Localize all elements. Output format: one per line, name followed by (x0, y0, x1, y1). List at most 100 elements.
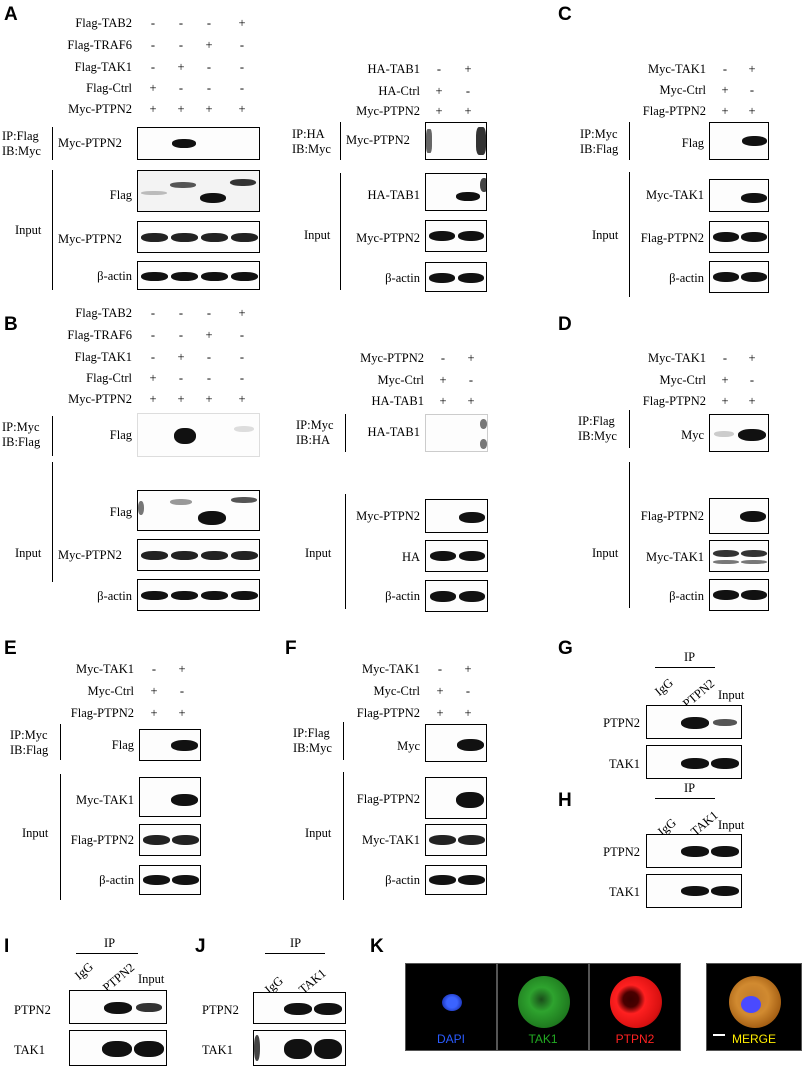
sign: - (150, 16, 156, 30)
blot-label: β-actin (99, 873, 134, 887)
panel-label-i: I (4, 936, 10, 957)
row-label-myc-ctrl: Myc-Ctrl (377, 373, 424, 387)
input-label: Input (15, 223, 42, 237)
sign: - (206, 81, 212, 95)
row-label-myc-ptpn2: Myc-PTPN2 (68, 102, 132, 116)
sign: - (150, 328, 156, 342)
blot-label: Flag-PTPN2 (640, 509, 704, 523)
panel-label-b: B (4, 314, 18, 335)
blot-myc-tak1-f (425, 824, 487, 856)
ip-label: IP:Myc (2, 420, 40, 434)
blot-label: PTPN2 (603, 845, 640, 859)
blot-label: PTPN2 (14, 1003, 51, 1017)
panel-label-h: H (558, 790, 572, 811)
row-label-flag-traf6: Flag-TRAF6 (67, 38, 132, 52)
panel-label-e: E (4, 638, 17, 659)
blot-ha-tab1-a (425, 173, 487, 211)
blot-label: TAK1 (202, 1043, 233, 1057)
input-label: Input (305, 826, 332, 840)
blot-ip-b-mid (425, 414, 488, 452)
sign: - (239, 81, 245, 95)
label-ptpn2: PTPN2 (615, 1032, 655, 1046)
sign: - (150, 306, 156, 320)
sign: - (151, 662, 157, 676)
input-label: Input (15, 546, 42, 560)
sign: - (722, 351, 728, 365)
fluorescence-merge: MERGE (706, 963, 802, 1051)
sign: - (206, 60, 212, 74)
blot-label: β-actin (97, 269, 132, 283)
blot-label: β-actin (669, 589, 704, 603)
blot-label: PTPN2 (603, 716, 640, 730)
sign: - (465, 84, 471, 98)
blot-ip-d (709, 414, 769, 452)
sign: - (239, 60, 245, 74)
blot-label: Myc-TAK1 (361, 833, 420, 847)
blot-label: Flag (111, 738, 134, 752)
ip-header: IP (290, 936, 302, 950)
sign: - (178, 371, 184, 385)
row-label-flag-ptpn2: Flag-PTPN2 (70, 706, 134, 720)
sign: + (439, 394, 447, 408)
sign: + (238, 392, 246, 406)
row-label-flag-ctrl: Flag-Ctrl (86, 371, 132, 385)
blot-label: β-actin (385, 589, 420, 603)
row-label-myc-tak1: Myc-TAK1 (361, 662, 420, 676)
blot-j-tak1 (253, 1030, 346, 1066)
sign: + (464, 62, 472, 76)
blot-myc-tak1-c (709, 179, 769, 212)
row-label-flag-tab2: Flag-TAB2 (75, 306, 132, 320)
blot-actin-c (709, 261, 769, 293)
sign: + (467, 394, 475, 408)
sign: - (178, 38, 184, 52)
blot-label: PTPN2 (202, 1003, 239, 1017)
sign: - (206, 371, 212, 385)
blot-label: β-actin (669, 271, 704, 285)
row-label-flag-tak1: Flag-TAK1 (74, 60, 132, 74)
blot-label: Flag-PTPN2 (640, 231, 704, 245)
blot-j-ptpn2 (253, 992, 346, 1024)
panel-label-c: C (558, 4, 572, 25)
blot-label: Flag (109, 428, 132, 442)
blot-ip-b (137, 413, 260, 457)
sign: - (722, 62, 728, 76)
sign: + (435, 104, 443, 118)
blot-label: Myc-TAK1 (75, 793, 134, 807)
input-label: Input (592, 546, 619, 560)
sign: - (468, 373, 474, 387)
sign: - (749, 373, 755, 387)
sign: - (150, 60, 156, 74)
blot-flag-ptpn2-f (425, 777, 487, 819)
blot-actin-f (425, 865, 487, 895)
ib-label: IB:Flag (2, 435, 41, 449)
sign: + (238, 16, 246, 30)
row-label-myc-tak1: Myc-TAK1 (647, 62, 706, 76)
ip-header: IP (684, 650, 696, 664)
row-label-flag-traf6: Flag-TRAF6 (67, 328, 132, 342)
blot-label: β-actin (97, 589, 132, 603)
sign: + (177, 102, 185, 116)
sign: + (721, 104, 729, 118)
row-label-myc-ctrl: Myc-Ctrl (659, 83, 706, 97)
sign: + (177, 392, 185, 406)
blot-label: Myc (397, 739, 420, 753)
ip-label: IP:Flag (578, 414, 615, 428)
blot-label: HA-TAB1 (367, 188, 420, 202)
sign: + (464, 706, 472, 720)
blot-label: Flag (109, 188, 132, 202)
sign: + (721, 394, 729, 408)
blot-label: TAK1 (14, 1043, 45, 1057)
blot-actin-d (709, 579, 769, 611)
row-label-flag-ctrl: Flag-Ctrl (86, 81, 132, 95)
sign: - (239, 371, 245, 385)
blot-myc-tak1-e (139, 777, 201, 817)
blot-label: TAK1 (609, 885, 640, 899)
blot-label: Myc (681, 428, 704, 442)
row-label-myc-ptpn2: Myc-PTPN2 (360, 351, 424, 365)
row-label-myc-ctrl: Myc-Ctrl (659, 373, 706, 387)
blot-i-ptpn2 (69, 990, 167, 1024)
row-label-flag-tab2: Flag-TAB2 (75, 16, 132, 30)
sign: + (205, 38, 213, 52)
blot-input-ptpn2-b (137, 539, 260, 571)
sign: + (435, 84, 443, 98)
